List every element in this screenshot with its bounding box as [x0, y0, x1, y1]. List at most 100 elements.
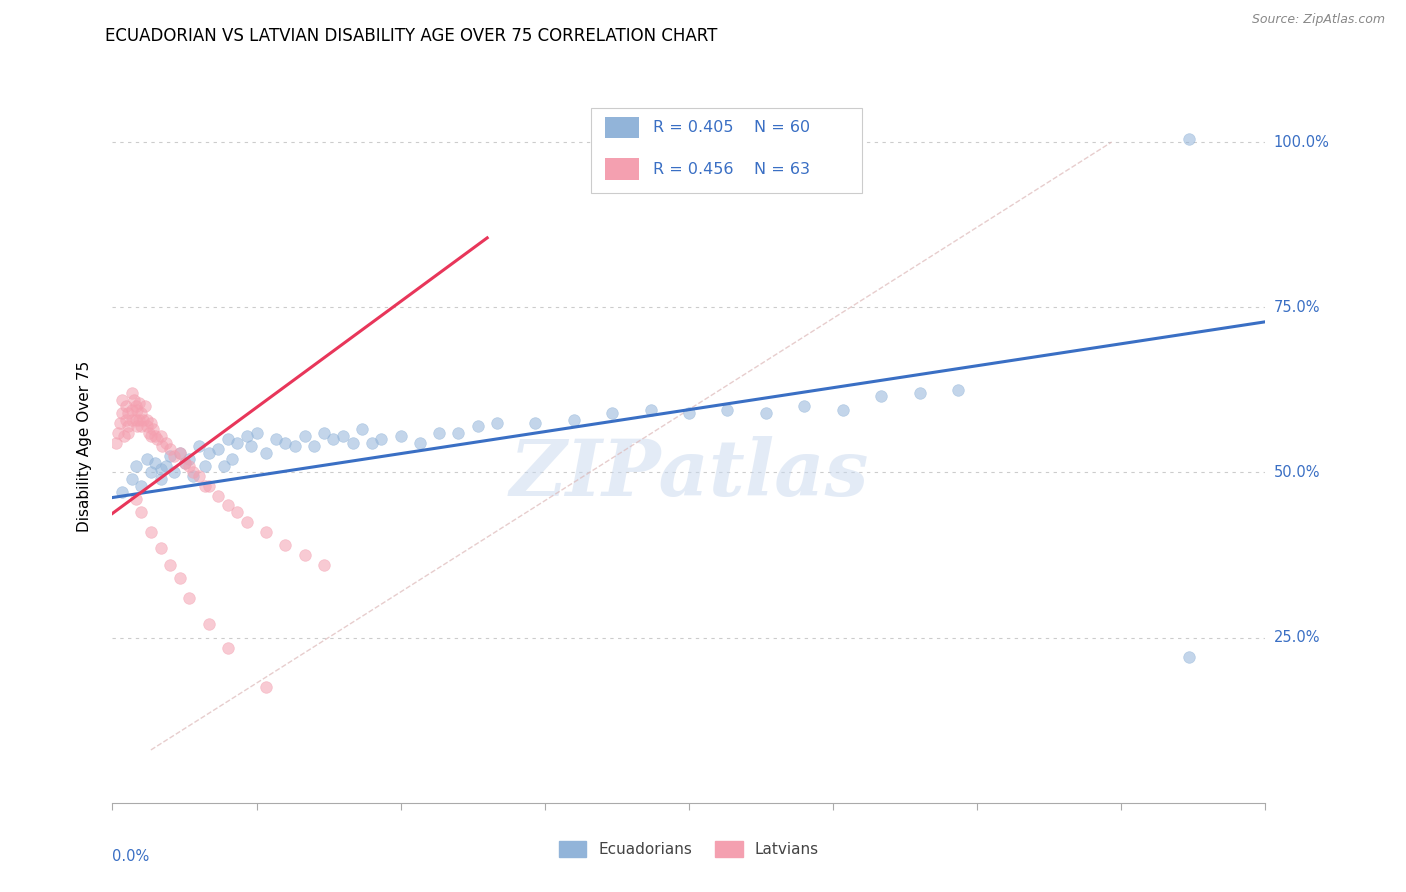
Point	[409, 435, 432, 450]
Point	[284, 439, 307, 453]
Point	[163, 449, 186, 463]
Point	[112, 429, 135, 443]
Point	[181, 468, 204, 483]
Point	[122, 392, 145, 407]
Point	[352, 422, 374, 436]
Y-axis label: Disability Age Over 75: Disability Age Over 75	[77, 360, 91, 532]
Point	[149, 429, 172, 443]
Point	[134, 400, 156, 414]
FancyBboxPatch shape	[605, 117, 640, 138]
Point	[121, 412, 143, 426]
Point	[236, 429, 259, 443]
Point	[342, 435, 364, 450]
Point	[254, 680, 277, 694]
Text: ZIPatlas: ZIPatlas	[509, 436, 869, 513]
Point	[467, 419, 489, 434]
Point	[226, 505, 249, 519]
Point	[124, 412, 146, 426]
Point	[121, 472, 143, 486]
Point	[294, 548, 316, 562]
Point	[145, 433, 167, 447]
Point	[179, 452, 201, 467]
Point	[128, 412, 150, 426]
Point	[124, 400, 146, 414]
Point	[111, 485, 134, 500]
Point	[188, 439, 211, 453]
Point	[312, 425, 335, 440]
Point	[127, 419, 149, 434]
Point	[129, 419, 153, 434]
Point	[207, 442, 229, 457]
Point	[640, 402, 662, 417]
Point	[179, 458, 201, 473]
Point	[197, 617, 219, 632]
Text: 100.0%: 100.0%	[1274, 135, 1330, 150]
Point	[212, 458, 235, 473]
Point	[197, 445, 219, 459]
Point	[194, 458, 217, 473]
Point	[136, 412, 159, 426]
Point	[427, 425, 450, 440]
Point	[117, 419, 139, 434]
Point	[169, 571, 191, 585]
Point	[124, 491, 146, 506]
Point	[908, 386, 931, 401]
Point	[129, 406, 153, 420]
Point	[755, 406, 778, 420]
Point	[194, 478, 217, 492]
Point	[217, 433, 239, 447]
Point	[188, 468, 211, 483]
Point	[129, 478, 153, 492]
Point	[254, 445, 277, 459]
Point	[831, 402, 853, 417]
Point	[312, 558, 335, 572]
Point	[174, 456, 197, 470]
Point	[294, 429, 316, 443]
Point	[870, 389, 893, 403]
Point	[111, 392, 134, 407]
Point	[524, 416, 547, 430]
Point	[132, 412, 155, 426]
Point	[117, 425, 139, 440]
Point	[163, 466, 186, 480]
Point	[139, 466, 162, 480]
Point	[304, 439, 326, 453]
Point	[142, 422, 165, 436]
Point	[149, 472, 172, 486]
Text: R = 0.456    N = 63: R = 0.456 N = 63	[654, 161, 810, 177]
Point	[179, 591, 201, 605]
Point	[600, 406, 623, 420]
Point	[485, 416, 508, 430]
Point	[264, 433, 287, 447]
Point	[149, 541, 172, 556]
Point	[155, 435, 177, 450]
Point	[254, 524, 277, 539]
Point	[159, 442, 181, 457]
Point	[139, 524, 162, 539]
Point	[562, 412, 585, 426]
Point	[143, 429, 166, 443]
Point	[159, 449, 181, 463]
FancyBboxPatch shape	[591, 109, 862, 193]
Point	[139, 416, 162, 430]
Point	[169, 445, 191, 459]
Point	[1177, 132, 1199, 146]
Point	[221, 452, 243, 467]
Text: 50.0%: 50.0%	[1274, 465, 1320, 480]
Point	[274, 435, 297, 450]
Point	[107, 425, 129, 440]
Point	[322, 433, 344, 447]
Point	[111, 406, 134, 420]
Point	[136, 452, 159, 467]
Point	[129, 505, 153, 519]
Point	[246, 425, 269, 440]
Point	[274, 538, 297, 552]
Point	[143, 456, 166, 470]
Point	[139, 429, 162, 443]
Point	[1177, 650, 1199, 665]
Point	[124, 458, 146, 473]
FancyBboxPatch shape	[605, 159, 640, 180]
Text: R = 0.405    N = 60: R = 0.405 N = 60	[654, 120, 810, 136]
Point	[332, 429, 354, 443]
Point	[389, 429, 412, 443]
